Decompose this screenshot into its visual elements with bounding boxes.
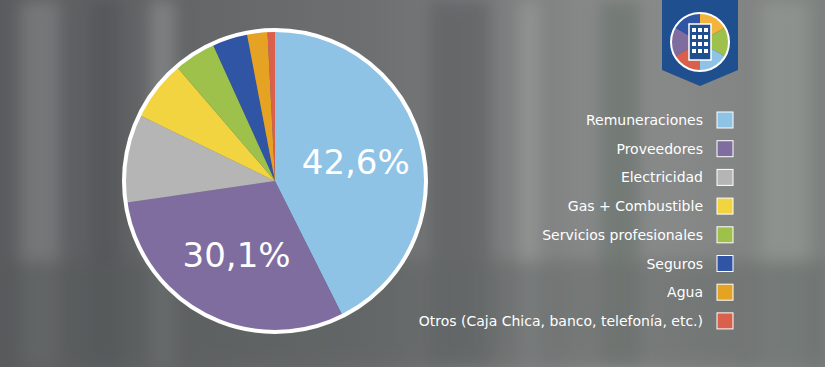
- legend-swatch: [717, 284, 733, 300]
- legend-label: Servicios profesionales: [542, 227, 703, 243]
- pie-slice: [267, 30, 275, 181]
- logo-building: [689, 24, 711, 60]
- background-shapes: [0, 0, 825, 367]
- logo-window: [692, 49, 696, 53]
- data-labels: 42,6% 30,1%: [183, 142, 410, 275]
- logo-icon: [662, 0, 738, 86]
- logo-window: [698, 49, 702, 53]
- logo-window: [704, 42, 708, 46]
- background-floor: [0, 260, 825, 367]
- legend-swatch: [717, 256, 733, 272]
- legend-label: Gas + Combustible: [568, 198, 703, 214]
- legend-swatch: [717, 141, 733, 157]
- logo-window: [704, 35, 708, 39]
- legend-swatch: [717, 313, 733, 329]
- legend-swatch: [717, 169, 733, 185]
- logo-window: [692, 28, 696, 32]
- logo-window: [698, 42, 702, 46]
- logo-window: [704, 28, 708, 32]
- chart: 42,6% 30,1% Remuneraciones Proveedores Elect…: [0, 0, 825, 367]
- logo-banner: [662, 0, 738, 86]
- logo-window: [692, 42, 696, 46]
- legend-label: Seguros: [646, 256, 703, 272]
- legend-swatch: [717, 227, 733, 243]
- pie: [124, 30, 426, 332]
- legend-swatch: [717, 198, 733, 214]
- data-label: 30,1%: [183, 235, 291, 275]
- data-label: 42,6%: [302, 142, 410, 182]
- legend-label: Proveedores: [616, 141, 703, 157]
- pie-slice: [126, 181, 343, 332]
- logo-ring: [671, 13, 729, 71]
- legend-label: Electricidad: [621, 169, 703, 185]
- logo-window: [692, 35, 696, 39]
- legend: Remuneraciones Proveedores Electricidad Gas…: [419, 112, 733, 329]
- logo-window: [698, 28, 702, 32]
- legend-label: Agua: [667, 284, 703, 300]
- background: [0, 0, 825, 367]
- legend-label: Otros (Caja Chica, banco, telefonía, etc…: [419, 313, 703, 329]
- logo-window: [704, 49, 708, 53]
- legend-label: Remuneraciones: [586, 112, 703, 128]
- legend-swatch: [717, 112, 733, 128]
- pie-slice: [247, 30, 275, 181]
- logo-window: [698, 35, 702, 39]
- pie-border: [124, 30, 426, 332]
